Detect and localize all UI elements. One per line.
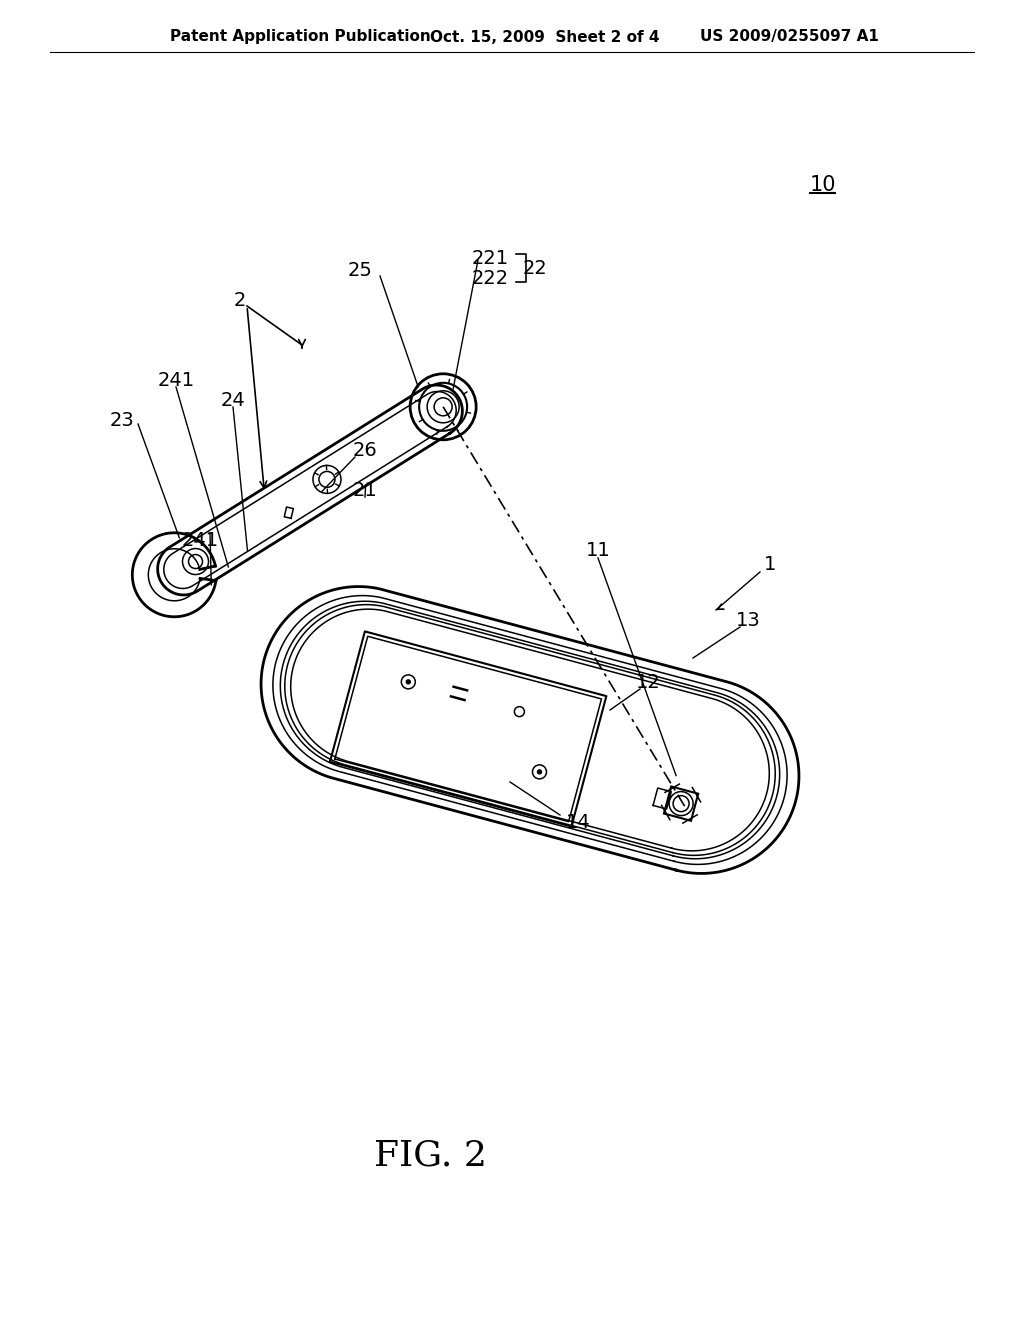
Text: 222: 222	[471, 268, 509, 288]
Text: Oct. 15, 2009  Sheet 2 of 4: Oct. 15, 2009 Sheet 2 of 4	[430, 29, 659, 45]
Text: 22: 22	[522, 259, 548, 277]
Text: 221: 221	[471, 248, 509, 268]
Circle shape	[538, 770, 542, 774]
Circle shape	[407, 680, 411, 684]
Circle shape	[669, 792, 693, 816]
Text: 13: 13	[735, 610, 761, 630]
Polygon shape	[664, 787, 698, 821]
Text: 11: 11	[586, 540, 610, 560]
Text: 25: 25	[347, 260, 373, 280]
Circle shape	[313, 466, 341, 494]
Circle shape	[411, 374, 476, 440]
Text: US 2009/0255097 A1: US 2009/0255097 A1	[700, 29, 879, 45]
Text: 241: 241	[181, 531, 218, 549]
Text: 1: 1	[764, 556, 776, 574]
Text: 10: 10	[810, 176, 837, 195]
Text: 2: 2	[233, 290, 246, 309]
Text: 24: 24	[220, 391, 246, 409]
Circle shape	[182, 549, 209, 574]
Text: FIG. 2: FIG. 2	[374, 1138, 486, 1172]
Text: 14: 14	[565, 813, 591, 832]
Circle shape	[427, 391, 459, 422]
Text: 241: 241	[158, 371, 195, 389]
Text: 23: 23	[110, 411, 134, 429]
Text: 26: 26	[352, 441, 378, 459]
Text: Patent Application Publication: Patent Application Publication	[170, 29, 431, 45]
Text: 12: 12	[636, 672, 660, 692]
Text: 21: 21	[352, 480, 378, 499]
